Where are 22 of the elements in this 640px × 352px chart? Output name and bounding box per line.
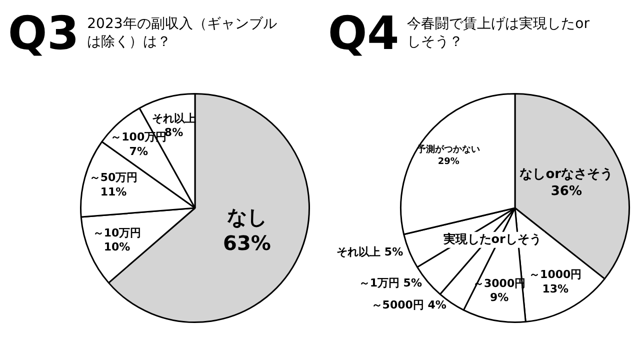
chart-subtitle: 今春闘で賃上げは実現したorしそう？ [407, 15, 590, 51]
slice-label: ～50万円 [89, 171, 138, 184]
data-label: 9% [490, 291, 509, 304]
slice-label: それ以上 5% [336, 245, 404, 258]
data-label: 7% [129, 145, 148, 158]
data-label: 10% [104, 240, 130, 254]
data-label: 13% [542, 282, 569, 296]
data-label: 36% [550, 184, 582, 199]
chart-title: Q3 [8, 6, 80, 60]
data-label: 8% [164, 126, 184, 140]
slice-label: ～1000円 [529, 268, 582, 281]
text: 実現したorしそう [442, 232, 542, 246]
data-label: 63% [223, 230, 271, 255]
data-label: 29% [438, 156, 460, 167]
chart-title: Q4 [328, 6, 400, 60]
slice-label: ～10万円 [92, 226, 142, 240]
slice-label: なしorなさそう [520, 167, 614, 182]
slice-label: ～1万円 5% [358, 276, 422, 290]
slice-label: ～5000円 4% [371, 298, 446, 312]
slice-label: なし [226, 204, 267, 229]
chart-subtitle: 2023年の副収入（ギャンブルは除く）は？ [87, 15, 278, 51]
data-label: 11% [100, 185, 127, 198]
